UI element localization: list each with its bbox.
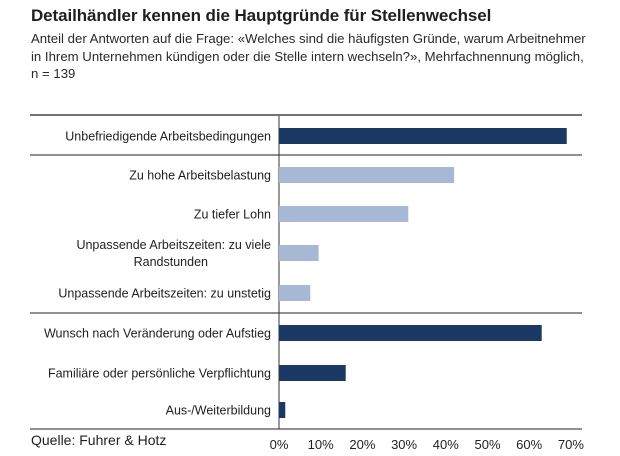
x-tick-label: 50% <box>474 437 500 452</box>
chart-title: Detailhändler kennen die Hauptgründe für… <box>31 6 492 25</box>
category-label: Familiäre oder persönliche Verpflichtung <box>48 367 271 381</box>
bar-8 <box>279 402 286 418</box>
bar-7 <box>279 365 346 381</box>
x-tick-label: 20% <box>349 437 375 452</box>
x-tick-label: 0% <box>270 437 289 452</box>
category-label: Aus-/Weiterbildung <box>166 404 271 418</box>
x-tick-label: 10% <box>308 437 334 452</box>
bar-5 <box>279 285 311 301</box>
x-tick-label: 70% <box>558 437 584 452</box>
bar-4 <box>279 245 319 261</box>
bar-2 <box>279 167 455 183</box>
category-label: Unpassende Arbeitszeiten: zu unstetig <box>58 287 271 301</box>
category-label: Unbefriedigende Arbeitsbedingungen <box>65 130 271 144</box>
category-label: Wunsch nach Veränderung oder Aufstieg <box>44 327 271 341</box>
category-label: Unpassende Arbeitszeiten: zu viele Randst… <box>76 238 271 269</box>
category-label: Zu hohe Arbeitsbelastung <box>129 169 271 183</box>
chart-subtitle: Anteil der Antworten auf die Frage: «Wel… <box>31 31 586 81</box>
bar-1 <box>279 128 567 144</box>
bar-3 <box>279 206 409 222</box>
x-tick-label: 30% <box>391 437 417 452</box>
category-label: Zu tiefer Lohn <box>194 208 271 222</box>
source-note: Quelle: Fuhrer & Hotz <box>31 432 167 448</box>
bar-6 <box>279 325 542 341</box>
x-tick-label: 60% <box>516 437 542 452</box>
x-tick-label: 40% <box>433 437 459 452</box>
